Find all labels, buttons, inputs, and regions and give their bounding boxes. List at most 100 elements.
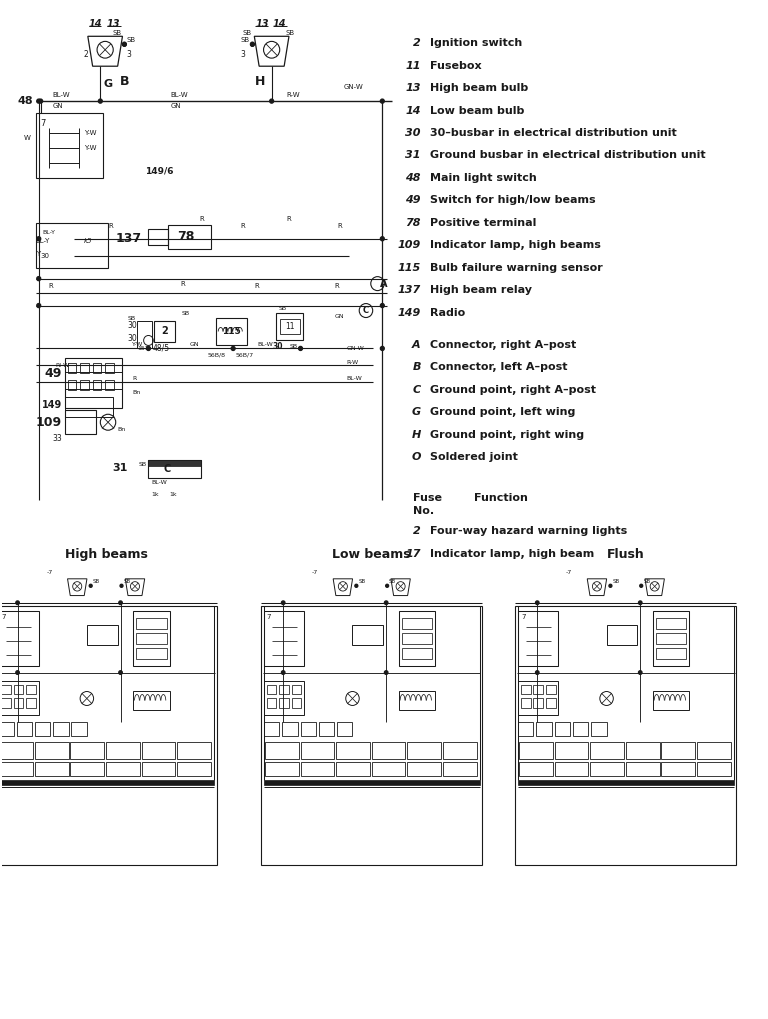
Text: SB: SB <box>113 31 122 37</box>
Bar <box>35 743 68 759</box>
Bar <box>518 722 534 737</box>
Text: High beams: High beams <box>65 548 147 561</box>
Text: R-W: R-W <box>286 92 300 98</box>
Text: 2: 2 <box>413 527 421 536</box>
Bar <box>14 698 23 708</box>
Text: 149: 149 <box>41 400 62 411</box>
Text: Indicator lamp, high beams: Indicator lamp, high beams <box>430 240 601 251</box>
Text: C: C <box>164 464 171 474</box>
Text: 30: 30 <box>127 321 137 330</box>
Text: 149/6: 149/6 <box>144 166 173 175</box>
Bar <box>336 743 370 759</box>
Bar <box>653 691 690 710</box>
Text: 13: 13 <box>406 84 421 93</box>
Bar <box>300 743 334 759</box>
Bar <box>282 722 298 737</box>
Bar <box>591 762 624 776</box>
Text: H: H <box>255 74 265 88</box>
Text: BL-W: BL-W <box>257 342 273 346</box>
Text: SB: SB <box>358 580 366 584</box>
Bar <box>573 722 588 737</box>
Bar <box>105 364 114 373</box>
Bar <box>656 618 687 629</box>
Text: 30: 30 <box>273 342 283 351</box>
Text: Fusebox: Fusebox <box>430 61 482 70</box>
Text: SB: SB <box>285 31 294 37</box>
Text: Ground busbar in electrical distribution unit: Ground busbar in electrical distribution… <box>430 151 706 160</box>
Circle shape <box>380 99 384 103</box>
Bar <box>407 743 441 759</box>
Bar <box>292 698 302 708</box>
Text: 56B/8: 56B/8 <box>207 353 225 358</box>
Bar <box>534 685 543 695</box>
Bar <box>93 364 101 373</box>
Bar <box>71 722 87 737</box>
Bar <box>71 762 104 776</box>
Text: A: A <box>412 340 421 350</box>
Text: Ground point, left wing: Ground point, left wing <box>430 408 576 417</box>
Bar <box>519 762 553 776</box>
Text: R: R <box>108 223 113 229</box>
Bar <box>216 318 247 345</box>
Text: 14: 14 <box>406 106 421 115</box>
Bar <box>65 397 113 417</box>
Text: SB: SB <box>643 580 650 584</box>
Bar <box>656 633 687 644</box>
Bar <box>14 685 23 695</box>
Text: O: O <box>412 452 421 463</box>
Circle shape <box>38 99 42 103</box>
Bar <box>319 722 334 737</box>
Bar <box>536 722 551 737</box>
Text: W: W <box>24 135 31 141</box>
Bar <box>300 722 316 737</box>
Bar <box>0 743 33 759</box>
Bar <box>17 722 32 737</box>
Text: BL-Y: BL-Y <box>36 237 50 244</box>
Text: R-W: R-W <box>346 360 359 365</box>
Text: SB: SB <box>181 311 189 316</box>
Text: -7: -7 <box>312 571 318 576</box>
Bar <box>167 225 211 249</box>
Text: 49: 49 <box>406 196 421 206</box>
Text: 31: 31 <box>406 151 421 160</box>
Text: SB: SB <box>243 31 252 37</box>
Bar <box>661 762 695 776</box>
Bar <box>626 762 660 776</box>
Bar <box>518 610 558 665</box>
Text: 109: 109 <box>35 416 62 429</box>
Bar <box>136 618 167 629</box>
Text: 11: 11 <box>285 322 295 331</box>
Bar <box>591 722 607 737</box>
Text: Y: Y <box>36 251 40 257</box>
Bar <box>697 762 730 776</box>
Text: SB: SB <box>389 580 396 584</box>
Text: Low beams: Low beams <box>333 548 411 561</box>
Circle shape <box>385 671 388 675</box>
Bar <box>80 380 89 390</box>
Bar <box>36 113 103 178</box>
Text: BL-W: BL-W <box>151 480 167 485</box>
Text: 11: 11 <box>406 61 421 70</box>
Bar <box>137 321 152 348</box>
Circle shape <box>123 43 126 46</box>
Text: Switch for high/low beams: Switch for high/low beams <box>430 196 596 206</box>
Bar <box>521 685 531 695</box>
Bar <box>337 722 353 737</box>
Bar <box>276 313 303 340</box>
Circle shape <box>380 304 384 308</box>
Bar <box>300 762 334 776</box>
Bar <box>515 605 737 865</box>
Text: SB: SB <box>241 38 250 43</box>
Text: 151: 151 <box>137 345 148 351</box>
Text: 3: 3 <box>126 50 131 59</box>
Text: Fuse: Fuse <box>413 492 442 502</box>
Bar <box>2 698 11 708</box>
Circle shape <box>380 236 384 240</box>
Text: Ignition switch: Ignition switch <box>430 39 523 48</box>
Bar <box>554 762 588 776</box>
Bar <box>265 762 299 776</box>
Text: G: G <box>104 79 113 90</box>
Bar <box>653 610 690 665</box>
Text: SB: SB <box>127 316 135 321</box>
Text: R: R <box>286 216 291 222</box>
